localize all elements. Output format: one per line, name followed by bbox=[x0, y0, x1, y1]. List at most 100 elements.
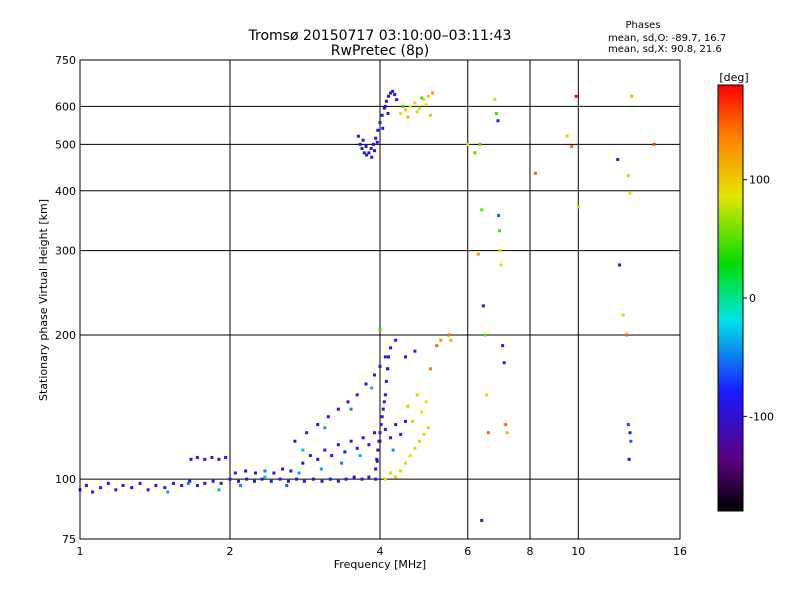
data-point bbox=[431, 91, 435, 95]
data-point bbox=[308, 454, 312, 458]
data-point bbox=[245, 477, 249, 481]
data-point bbox=[621, 313, 625, 317]
data-point bbox=[403, 419, 407, 423]
data-point bbox=[146, 488, 150, 492]
data-point bbox=[428, 367, 432, 371]
data-point bbox=[386, 355, 390, 359]
data-point bbox=[630, 94, 634, 98]
data-point bbox=[219, 481, 223, 485]
x-tick-label: 6 bbox=[464, 545, 471, 558]
data-point bbox=[394, 338, 398, 342]
y-tick-label: 750 bbox=[55, 54, 76, 67]
data-point bbox=[435, 344, 439, 348]
data-point bbox=[476, 252, 480, 256]
data-point bbox=[394, 423, 398, 427]
data-point bbox=[383, 477, 387, 481]
data-point bbox=[278, 477, 282, 481]
data-point bbox=[295, 477, 299, 481]
data-point bbox=[272, 471, 276, 475]
data-point bbox=[203, 481, 207, 485]
data-point bbox=[356, 134, 360, 138]
data-point bbox=[316, 423, 320, 427]
data-point bbox=[376, 448, 380, 452]
data-point bbox=[344, 477, 348, 481]
data-point bbox=[570, 144, 574, 148]
data-point bbox=[618, 263, 622, 267]
phases-x-line: mean, sd,X: 90.8, 21.6 bbox=[608, 44, 722, 55]
data-point bbox=[263, 475, 267, 479]
data-point bbox=[106, 481, 110, 485]
data-point bbox=[376, 128, 380, 132]
data-point bbox=[285, 483, 289, 487]
data-point bbox=[228, 477, 232, 481]
data-point bbox=[328, 477, 332, 481]
x-tick-label: 4 bbox=[377, 545, 384, 558]
data-point bbox=[424, 103, 428, 107]
colorbar-label: [deg] bbox=[719, 71, 748, 84]
data-point bbox=[383, 393, 387, 397]
colorbar-tick-label: 0 bbox=[749, 292, 756, 305]
data-point bbox=[380, 113, 384, 117]
data-point bbox=[121, 483, 125, 487]
data-point bbox=[336, 443, 340, 447]
data-point bbox=[389, 436, 393, 440]
data-point bbox=[576, 205, 580, 209]
data-point bbox=[91, 490, 95, 494]
data-point bbox=[485, 393, 489, 397]
plot-area: 1 2 4 6 8 10 16 75 100 200 300 400 500 600 750 bbox=[55, 54, 687, 558]
data-point bbox=[627, 457, 631, 461]
data-point bbox=[384, 379, 388, 383]
data-point bbox=[502, 361, 506, 365]
data-point bbox=[369, 147, 373, 151]
data-point bbox=[626, 423, 630, 427]
data-point bbox=[269, 479, 273, 483]
data-point bbox=[378, 431, 382, 435]
data-point bbox=[380, 415, 384, 419]
data-point bbox=[375, 459, 379, 463]
data-point bbox=[383, 427, 387, 431]
data-point bbox=[382, 106, 386, 110]
y-tick-label: 100 bbox=[55, 473, 76, 486]
data-point bbox=[389, 91, 393, 95]
data-point bbox=[413, 101, 417, 105]
data-point bbox=[370, 386, 374, 390]
data-point bbox=[426, 426, 430, 430]
data-point bbox=[424, 400, 428, 404]
data-point bbox=[374, 467, 378, 471]
data-point bbox=[393, 93, 397, 97]
data-point bbox=[379, 423, 383, 427]
data-point bbox=[504, 423, 508, 427]
data-point bbox=[399, 469, 403, 473]
data-point bbox=[493, 98, 497, 102]
data-point bbox=[381, 407, 385, 411]
data-point bbox=[439, 338, 443, 342]
data-point bbox=[574, 94, 578, 98]
data-point bbox=[406, 115, 410, 119]
data-point bbox=[186, 481, 190, 485]
data-point bbox=[413, 446, 417, 450]
data-point bbox=[365, 153, 369, 157]
y-tick-label: 500 bbox=[55, 138, 76, 151]
data-point bbox=[408, 104, 412, 108]
data-point bbox=[565, 134, 569, 138]
data-point bbox=[260, 477, 264, 481]
data-point bbox=[263, 469, 267, 473]
data-point bbox=[349, 407, 353, 411]
data-point bbox=[385, 367, 389, 371]
data-point bbox=[373, 373, 377, 377]
data-point bbox=[501, 344, 505, 348]
x-tick-label: 8 bbox=[527, 545, 534, 558]
data-point bbox=[399, 432, 403, 436]
phases-heading: Phases bbox=[625, 20, 660, 31]
data-point bbox=[286, 479, 290, 483]
data-point bbox=[496, 119, 500, 123]
data-point bbox=[373, 431, 377, 435]
data-point bbox=[361, 138, 365, 142]
chart-title: Tromsø 20150717 03:10:00–03:11:43 bbox=[248, 28, 512, 44]
data-point bbox=[211, 479, 215, 483]
data-point bbox=[253, 471, 257, 475]
data-point bbox=[383, 355, 387, 359]
data-point bbox=[253, 479, 257, 483]
data-point bbox=[411, 419, 415, 423]
data-point bbox=[629, 439, 633, 443]
